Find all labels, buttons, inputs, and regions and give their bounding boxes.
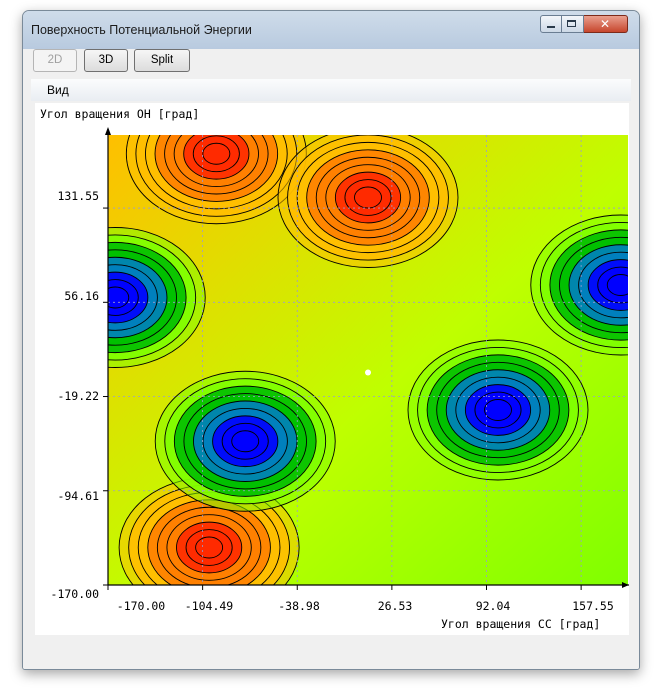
x-tick-label: 92.04 <box>475 599 511 613</box>
y-tick-label: -19.22 <box>57 389 99 403</box>
position-marker[interactable] <box>365 369 371 376</box>
axis-layer <box>103 127 629 590</box>
x-tick-label: -104.49 <box>184 599 234 613</box>
contour-ring <box>606 274 628 296</box>
close-button[interactable]: ✕ <box>584 15 628 33</box>
y-tick-label: 56.16 <box>64 289 99 303</box>
x-tick-label: 157.55 <box>572 599 614 613</box>
title-bar[interactable]: Поверхность Потенциальной Энергии ✕ <box>23 11 639 49</box>
y-axis-label: Угол вращения OH [град] <box>40 107 200 121</box>
y-tick-label: -170.00 <box>50 587 99 601</box>
contour-ring <box>484 399 512 421</box>
contour-ring <box>195 536 224 559</box>
contour-ring <box>354 186 382 209</box>
status-bar <box>23 641 639 669</box>
y-axis-arrow <box>105 127 111 135</box>
view-3d-button[interactable]: 3D <box>84 49 128 72</box>
contour-ring <box>202 142 231 165</box>
potential-energy-surface-chart <box>103 127 629 590</box>
menu-bar: Вид <box>31 79 631 101</box>
view-2d-button[interactable]: 2D <box>33 49 77 72</box>
x-tick-label: -170.00 <box>116 599 166 613</box>
y-tick-label: -94.61 <box>57 489 99 503</box>
close-icon: ✕ <box>599 17 611 31</box>
x-tick-label: -38.98 <box>278 599 320 613</box>
contour-fill-layer <box>108 135 628 585</box>
minimize-button[interactable] <box>540 15 562 33</box>
window-title: Поверхность Потенциальной Энергии <box>31 23 252 37</box>
x-tick-label: 26.53 <box>377 599 413 613</box>
minimize-icon <box>547 26 555 28</box>
app-window: Поверхность Потенциальной Энергии ✕ 2D 3… <box>22 10 640 670</box>
contour-ring <box>108 286 130 309</box>
maximize-icon <box>567 20 576 27</box>
menu-view[interactable]: Вид <box>47 83 69 97</box>
maximize-button[interactable] <box>562 15 584 33</box>
y-tick-label: 131.55 <box>57 189 99 203</box>
plot-panel: Угол вращения OH [град] 131.55 56.16 -19… <box>35 103 629 635</box>
x-axis-arrow <box>622 582 629 588</box>
contour-ring <box>231 430 260 453</box>
split-view-button[interactable]: Split <box>134 49 190 72</box>
x-axis-label: Угол вращения CC [град] <box>441 617 601 631</box>
